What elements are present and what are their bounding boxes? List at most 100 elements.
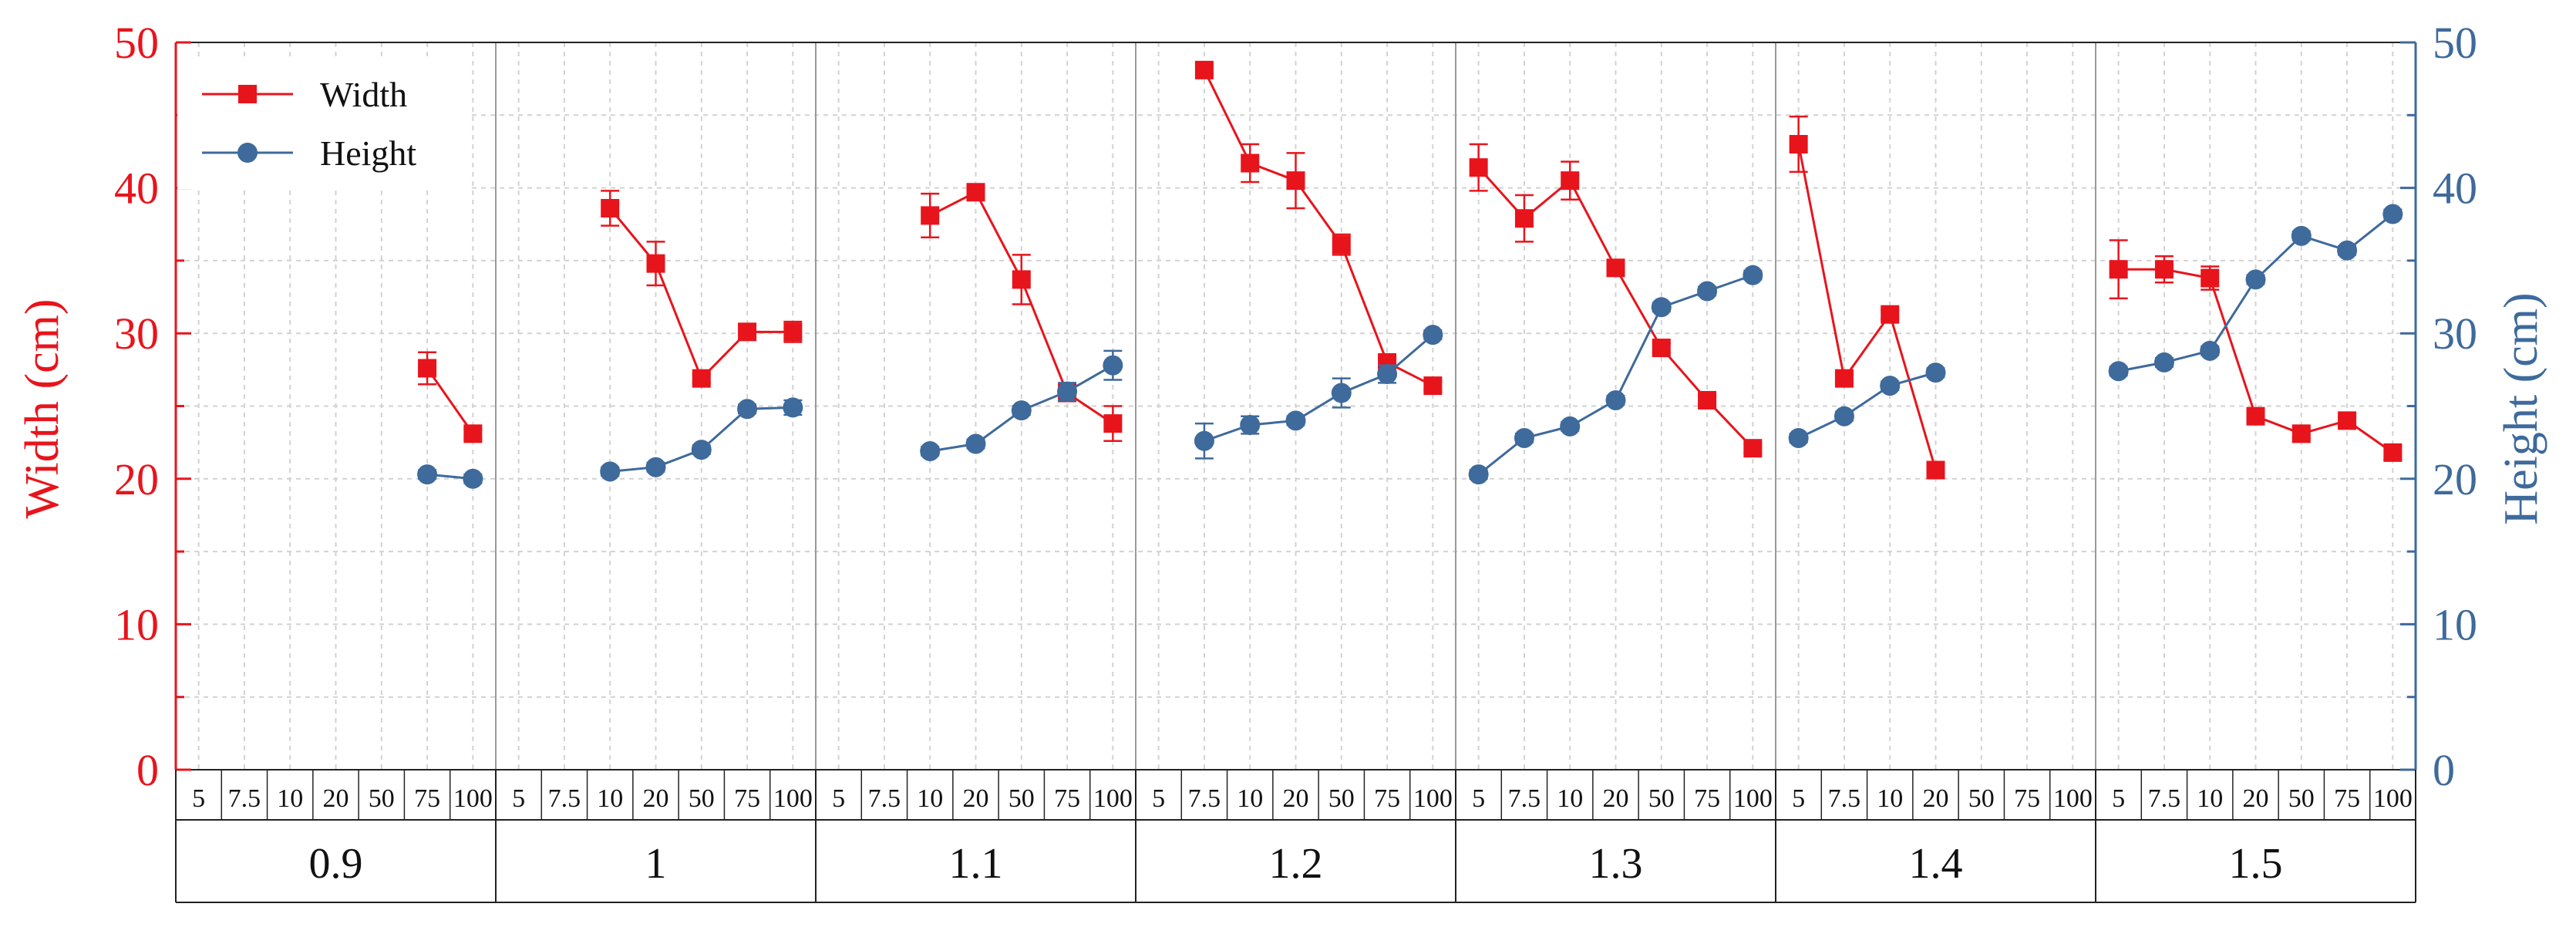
series-line (1204, 333, 1434, 443)
group-label: 1 (645, 840, 667, 888)
data-point (1057, 381, 1078, 402)
data-point (1834, 406, 1854, 427)
y-tick-label-right: 50 (2433, 18, 2477, 68)
x-tick-label: 100 (1733, 784, 1773, 813)
x-tick-label: 100 (2053, 784, 2093, 813)
data-point (1468, 464, 1489, 485)
x-tick-label: 20 (1283, 784, 1309, 813)
data-point (1194, 60, 1214, 79)
data-point (1423, 376, 1443, 396)
data-point (1514, 209, 1534, 228)
x-tick-label: 100 (2373, 784, 2413, 813)
data-point (1606, 258, 1625, 278)
axes: 0 0 10 10 20 20 30 30 40 40 50 50 (114, 18, 2477, 795)
y-axis-label-right: Height (cm) (2495, 292, 2547, 524)
category-table: 5 7.5 10 20 50 75 100 0.9 5 7.5 10 20 50 75 100 1 5 7.5 10… (175, 770, 2416, 903)
y-tick-label-right: 30 (2433, 309, 2477, 359)
series-line (426, 367, 474, 435)
x-tick-label: 100 (1093, 784, 1133, 813)
data-point (2153, 352, 2174, 373)
data-point (1240, 415, 1261, 436)
data-point (2245, 269, 2266, 290)
x-tick-label: 5 (1792, 784, 1805, 813)
x-tick-label: 10 (1237, 784, 1263, 813)
data-point (1788, 427, 1809, 448)
data-point (1285, 410, 1306, 431)
data-point (1011, 400, 1032, 421)
data-point (783, 322, 803, 342)
data-point (1469, 158, 1488, 177)
y-tick-label-left: 10 (114, 599, 159, 649)
group-label: 1.2 (1269, 840, 1323, 888)
data-point (737, 399, 758, 420)
data-point (2291, 424, 2311, 443)
data-point (2108, 361, 2129, 382)
y-tick-label-left: 30 (114, 309, 159, 359)
series-layer (417, 60, 2403, 489)
data-point (2200, 340, 2221, 361)
data-point (1561, 171, 1580, 191)
data-point (600, 461, 621, 482)
x-tick-label: 20 (1923, 784, 1949, 813)
group-label: 1.1 (949, 840, 1003, 888)
y-tick-label-left: 50 (114, 18, 159, 68)
series-width (418, 60, 2403, 480)
x-tick-label: 5 (512, 784, 525, 813)
x-tick-label: 50 (1968, 784, 1995, 813)
x-tick-label: 75 (734, 784, 760, 813)
data-point (966, 183, 985, 202)
data-point (920, 440, 941, 461)
data-point (1880, 376, 1901, 396)
legend-box (177, 58, 470, 189)
data-point (1331, 383, 1352, 403)
legend-height-label: Height (320, 133, 416, 173)
data-point (2337, 240, 2358, 261)
data-point (921, 206, 940, 225)
x-tick-label: 7.5 (1828, 784, 1861, 813)
x-tick-label: 20 (1603, 784, 1629, 813)
data-point (2382, 204, 2403, 224)
x-tick-label: 10 (1557, 784, 1583, 813)
data-point (1743, 439, 1763, 458)
data-point (2338, 411, 2357, 430)
data-point (692, 369, 711, 388)
x-tick-label: 7.5 (1188, 784, 1221, 813)
data-point (1103, 414, 1123, 433)
y-axis-label-left: Width (cm) (16, 298, 69, 518)
x-tick-label: 50 (1009, 784, 1035, 813)
x-tick-label: 5 (2112, 784, 2125, 813)
legend-height-marker (237, 143, 258, 163)
data-point (1514, 427, 1534, 448)
y-tick-label-right: 0 (2433, 745, 2455, 795)
data-point (1194, 430, 1214, 451)
data-point (2291, 225, 2312, 246)
data-point (691, 440, 712, 460)
data-point (1241, 153, 1260, 173)
y-tick-label-right: 40 (2433, 164, 2477, 214)
data-point (1286, 171, 1305, 191)
group-label: 0.9 (309, 840, 363, 888)
group-label: 1.5 (2229, 840, 2283, 888)
x-tick-label: 20 (323, 784, 349, 813)
y-tick-label-right: 20 (2433, 454, 2477, 504)
x-tick-label: 75 (2014, 784, 2040, 813)
x-tick-label: 50 (1328, 784, 1355, 813)
legend-width-marker (238, 85, 257, 103)
x-tick-label: 50 (369, 784, 395, 813)
data-point (418, 359, 437, 378)
x-tick-label: 5 (1152, 784, 1165, 813)
group-label: 1.4 (1909, 840, 1963, 888)
x-tick-label: 75 (414, 784, 440, 813)
series-line (1203, 69, 1434, 387)
data-point (1698, 390, 1717, 410)
data-point (645, 457, 666, 477)
data-point (417, 464, 438, 485)
y-tick-label-left: 20 (114, 454, 159, 504)
x-tick-label: 7.5 (548, 784, 581, 813)
data-point (738, 322, 757, 342)
x-tick-label: 100 (1413, 784, 1453, 813)
data-point (2154, 260, 2174, 279)
x-tick-label: 100 (453, 784, 493, 813)
x-tick-label: 7.5 (228, 784, 261, 813)
data-point (1925, 362, 1946, 383)
